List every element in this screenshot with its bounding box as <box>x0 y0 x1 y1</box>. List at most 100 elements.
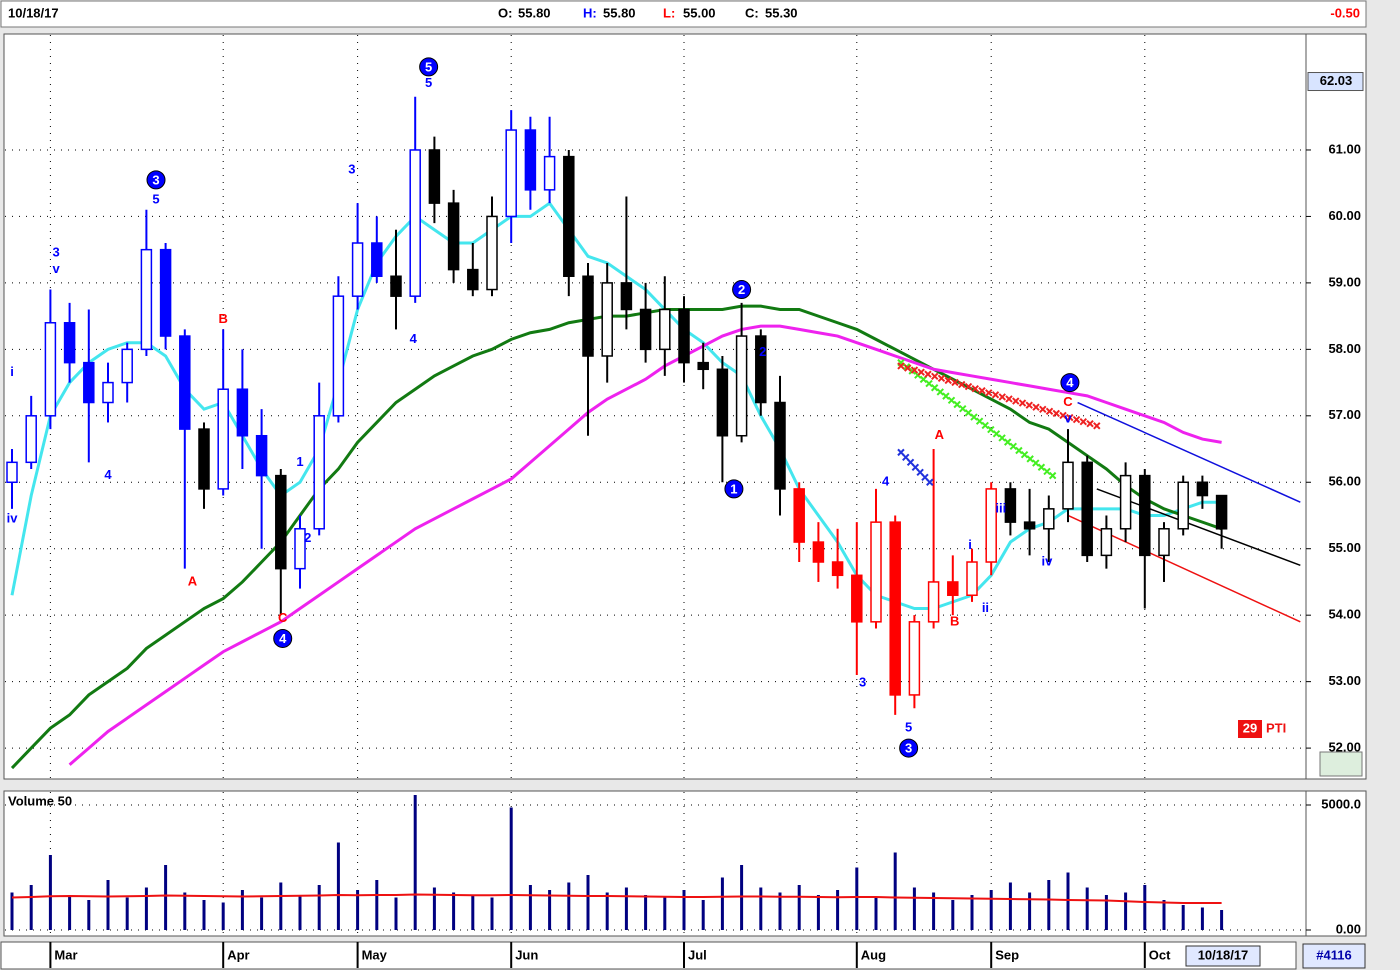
volume-bar <box>1104 895 1108 930</box>
volume-bar <box>48 855 52 930</box>
candle-body <box>275 474 287 570</box>
candle-body <box>1177 481 1189 530</box>
x-marker <box>992 430 1001 438</box>
y-tick-label: 57.00 <box>1328 407 1361 422</box>
candle-body <box>83 361 95 404</box>
header-label: C: <box>745 5 759 20</box>
candle-body <box>44 322 57 417</box>
candle-body <box>179 335 191 430</box>
x-marker <box>910 366 919 374</box>
x-marker <box>1025 401 1033 409</box>
x-marker <box>1037 463 1046 471</box>
candle-body <box>409 149 421 297</box>
volume-bar <box>164 865 168 930</box>
y-tick-label: 56.00 <box>1328 474 1361 489</box>
candle-body <box>313 415 325 530</box>
date-box <box>1185 945 1261 967</box>
price-marker-box <box>1307 72 1364 92</box>
x-marker <box>985 389 993 397</box>
candle-body <box>236 388 249 437</box>
x-marker <box>897 362 905 370</box>
y-tick-label: 61.00 <box>1328 141 1361 156</box>
volume-axis <box>1305 790 1367 937</box>
volume-bar <box>10 892 14 930</box>
wave-circle <box>146 170 166 190</box>
volume-bar <box>279 882 283 930</box>
volume-bar <box>298 895 302 930</box>
candle-body <box>831 561 844 577</box>
x-marker <box>964 409 973 417</box>
header-value: 55.80 <box>518 5 551 20</box>
volume-bar <box>701 900 705 930</box>
x-marker <box>926 478 934 486</box>
wave-label: 3 <box>152 172 159 187</box>
wave-label: C <box>278 610 288 625</box>
volume-bar <box>68 895 72 930</box>
x-marker <box>1066 413 1074 422</box>
candle-body <box>678 308 690 364</box>
wave-label: 5 <box>425 59 432 74</box>
candle-body <box>428 149 441 204</box>
y-tick-label: 59.00 <box>1328 274 1361 289</box>
volume-bar <box>1143 885 1147 930</box>
candle-body <box>774 401 786 490</box>
tool-icon[interactable] <box>1319 751 1363 777</box>
candle-body <box>390 275 402 297</box>
wave-label: B <box>219 311 228 326</box>
wave-label: i <box>10 364 14 379</box>
candle-body <box>1158 528 1170 557</box>
volume-bar <box>509 807 513 930</box>
candle-body <box>582 275 594 357</box>
y-tick-label: 60.00 <box>1328 208 1361 223</box>
volume-bar <box>375 880 379 930</box>
volume-bar <box>317 885 321 930</box>
volume-average <box>11 893 1222 904</box>
x-marker <box>947 396 956 405</box>
header-change: -0.50 <box>1330 5 1360 20</box>
x-marker <box>991 391 1000 399</box>
wave-label: v <box>1064 411 1072 426</box>
header-value: 55.30 <box>765 5 798 20</box>
x-marker <box>978 387 986 395</box>
x-marker <box>1009 442 1018 451</box>
x-marker <box>1052 409 1060 418</box>
moving-average <box>68 324 1222 766</box>
wave-label: 4 <box>410 331 418 346</box>
date-axis <box>0 941 1297 970</box>
header-label: L: <box>663 5 675 20</box>
wave-label: 5 <box>152 191 159 206</box>
volume-bar <box>644 895 648 930</box>
trendline <box>1077 401 1301 503</box>
x-marker <box>917 368 925 376</box>
x-marker <box>1012 397 1020 405</box>
candle-body <box>1004 488 1017 523</box>
x-marker <box>1020 450 1029 459</box>
candle-body <box>25 415 37 464</box>
wave-label: 1 <box>730 481 737 496</box>
candle-body <box>447 202 460 271</box>
x-marker <box>924 370 932 378</box>
candle-body <box>1100 528 1113 557</box>
candle-body <box>812 541 825 563</box>
footer-date: 10/18/17 <box>1198 947 1249 962</box>
volume-bar <box>548 890 552 930</box>
volume-bar <box>87 900 91 930</box>
volume-bar <box>394 897 398 930</box>
volume-bar <box>874 897 878 930</box>
volume-bar <box>240 890 244 930</box>
x-marker <box>1045 407 1054 416</box>
wave-circle <box>724 479 744 499</box>
volume-bar <box>29 885 33 930</box>
candle-body <box>870 521 882 623</box>
x-marker-run <box>897 362 1101 430</box>
header-label: O: <box>498 5 512 20</box>
candle-body <box>524 129 537 191</box>
wave-label: 2 <box>304 530 311 545</box>
wave-label: 4 <box>882 474 890 489</box>
x-tick-label: Oct <box>1149 947 1171 962</box>
volume-bar <box>260 897 264 930</box>
x-marker <box>970 413 978 421</box>
volume-bar <box>1066 872 1070 930</box>
x-marker <box>942 392 950 400</box>
